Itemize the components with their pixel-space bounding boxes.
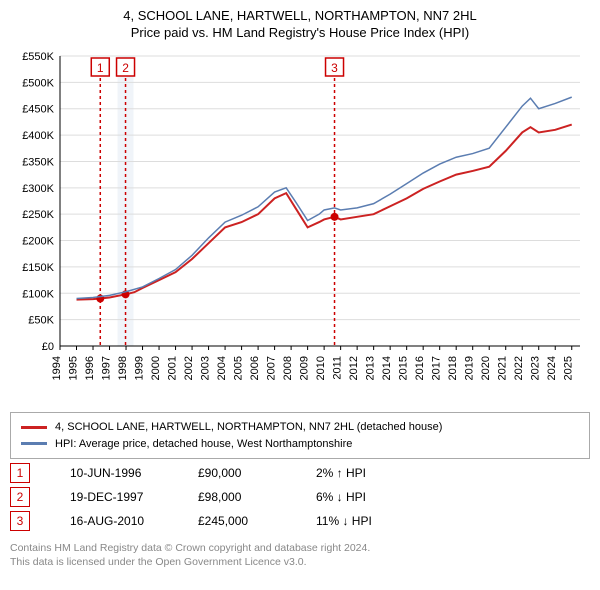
svg-text:£300K: £300K — [22, 183, 54, 195]
svg-text:2006: 2006 — [249, 356, 261, 380]
sale-price: £245,000 — [198, 514, 288, 528]
svg-text:£50K: £50K — [28, 315, 54, 327]
legend-item: HPI: Average price, detached house, West… — [21, 436, 579, 453]
svg-text:2024: 2024 — [546, 356, 558, 380]
svg-text:2019: 2019 — [464, 356, 476, 380]
svg-text:1998: 1998 — [117, 356, 129, 380]
legend-swatch — [21, 442, 47, 445]
sale-hpi: 6% ↓ HPI — [316, 490, 406, 504]
svg-text:2017: 2017 — [431, 356, 443, 380]
sale-date: 10-JUN-1996 — [70, 466, 170, 480]
page-subtitle: Price paid vs. HM Land Registry's House … — [0, 25, 600, 40]
legend-swatch — [21, 426, 47, 429]
svg-text:2009: 2009 — [299, 356, 311, 380]
legend-label: 4, SCHOOL LANE, HARTWELL, NORTHAMPTON, N… — [55, 419, 442, 436]
svg-text:2010: 2010 — [315, 356, 327, 380]
svg-text:2018: 2018 — [447, 356, 459, 380]
svg-text:1996: 1996 — [84, 356, 96, 380]
sale-date: 19-DEC-1997 — [70, 490, 170, 504]
disclaimer: Contains HM Land Registry data © Crown c… — [10, 541, 590, 569]
sale-hpi: 11% ↓ HPI — [316, 514, 406, 528]
svg-text:£450K: £450K — [22, 104, 54, 116]
disclaimer-line: This data is licensed under the Open Gov… — [10, 555, 590, 569]
svg-text:£0: £0 — [42, 341, 54, 353]
svg-text:2001: 2001 — [167, 356, 179, 380]
svg-text:£550K: £550K — [22, 51, 54, 63]
svg-text:2004: 2004 — [216, 356, 228, 380]
svg-text:2007: 2007 — [266, 356, 278, 380]
svg-text:1997: 1997 — [101, 356, 113, 380]
svg-text:2013: 2013 — [365, 356, 377, 380]
svg-text:2016: 2016 — [414, 356, 426, 380]
svg-text:£400K: £400K — [22, 130, 54, 142]
svg-text:2023: 2023 — [530, 356, 542, 380]
svg-text:£150K: £150K — [22, 262, 54, 274]
svg-text:2008: 2008 — [282, 356, 294, 380]
legend-item: 4, SCHOOL LANE, HARTWELL, NORTHAMPTON, N… — [21, 419, 579, 436]
sale-marker-box: 2 — [10, 487, 30, 507]
sale-row: 1 10-JUN-1996 £90,000 2% ↑ HPI — [10, 463, 590, 483]
sale-hpi: 2% ↑ HPI — [316, 466, 406, 480]
svg-text:£350K: £350K — [22, 156, 54, 168]
sale-price: £90,000 — [198, 466, 288, 480]
svg-text:£250K: £250K — [22, 209, 54, 221]
svg-text:2003: 2003 — [200, 356, 212, 380]
svg-text:3: 3 — [331, 61, 338, 75]
svg-text:1994: 1994 — [51, 356, 63, 380]
svg-text:2012: 2012 — [348, 356, 360, 380]
page-title: 4, SCHOOL LANE, HARTWELL, NORTHAMPTON, N… — [0, 8, 600, 23]
disclaimer-line: Contains HM Land Registry data © Crown c… — [10, 541, 590, 555]
sale-marker-box: 3 — [10, 511, 30, 531]
svg-text:£200K: £200K — [22, 236, 54, 248]
svg-text:1999: 1999 — [134, 356, 146, 380]
svg-text:1995: 1995 — [68, 356, 80, 380]
sale-price: £98,000 — [198, 490, 288, 504]
svg-text:2025: 2025 — [563, 356, 575, 380]
sale-row: 3 16-AUG-2010 £245,000 11% ↓ HPI — [10, 511, 590, 531]
sale-marker-box: 1 — [10, 463, 30, 483]
svg-text:2014: 2014 — [381, 356, 393, 380]
svg-text:1: 1 — [97, 61, 104, 75]
legend-label: HPI: Average price, detached house, West… — [55, 436, 352, 453]
legend: 4, SCHOOL LANE, HARTWELL, NORTHAMPTON, N… — [10, 412, 590, 459]
svg-text:£500K: £500K — [22, 77, 54, 89]
svg-text:2: 2 — [122, 61, 129, 75]
sale-date: 16-AUG-2010 — [70, 514, 170, 528]
svg-text:2020: 2020 — [480, 356, 492, 380]
svg-text:2000: 2000 — [150, 356, 162, 380]
svg-text:2002: 2002 — [183, 356, 195, 380]
sale-row: 2 19-DEC-1997 £98,000 6% ↓ HPI — [10, 487, 590, 507]
svg-text:2015: 2015 — [398, 356, 410, 380]
svg-text:2022: 2022 — [513, 356, 525, 380]
svg-text:£100K: £100K — [22, 288, 54, 300]
svg-text:2021: 2021 — [497, 356, 509, 380]
price-chart: £0 £50K £100K £150K £200K £250K £300K £350K £400… — [10, 46, 590, 406]
svg-text:2005: 2005 — [233, 356, 245, 380]
svg-text:2011: 2011 — [332, 356, 344, 380]
